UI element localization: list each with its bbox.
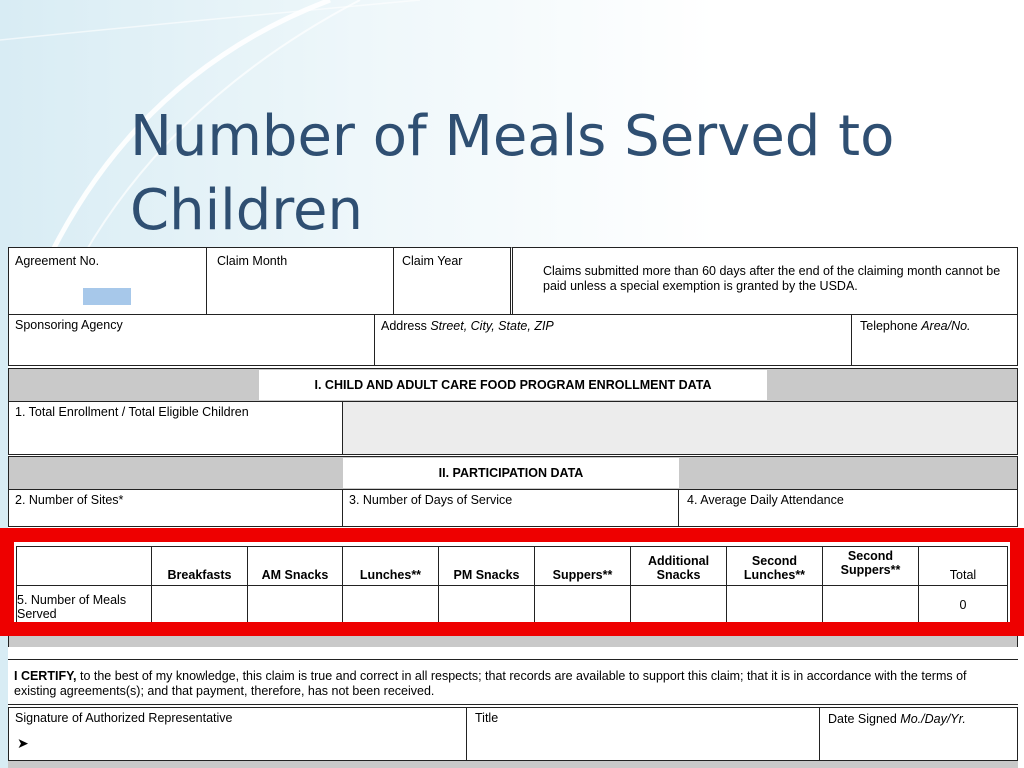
- slide-title: Number of Meals Served to Children: [130, 104, 895, 243]
- title-label: Title: [475, 711, 499, 725]
- col-second-lunches: Second Lunches**: [726, 546, 823, 586]
- section2-title: II. PARTICIPATION DATA: [343, 458, 679, 488]
- address-label: Address Street, City, State, ZIP: [381, 319, 554, 333]
- col-total: Total: [918, 546, 1008, 586]
- claim-year-cell[interactable]: Claim Year: [393, 247, 511, 315]
- address-cell[interactable]: Address Street, City, State, ZIP: [374, 314, 852, 366]
- telephone-label: Telephone Area/No.: [860, 319, 971, 333]
- days-of-service-cell[interactable]: 3. Number of Days of Service: [342, 489, 679, 527]
- date-signed-label: Date Signed Mo./Day/Yr.: [828, 712, 966, 726]
- section2-bar: II. PARTICIPATION DATA: [8, 456, 1018, 490]
- second-lunches-input[interactable]: [726, 585, 823, 625]
- bottom-strip: [8, 761, 1018, 768]
- highlight-box: [0, 528, 1024, 636]
- total-enrollment-cell: 1. Total Enrollment / Total Eligible Chi…: [8, 401, 343, 455]
- average-attendance-cell[interactable]: 4. Average Daily Attendance: [678, 489, 1018, 527]
- section1-title: I. CHILD AND ADULT CARE FOOD PROGRAM ENR…: [259, 370, 767, 400]
- sponsoring-agency-cell[interactable]: Sponsoring Agency: [8, 314, 375, 366]
- col-pm-snacks: PM Snacks: [438, 546, 535, 586]
- breakfasts-input[interactable]: [151, 585, 248, 625]
- col-additional-snacks: Additional Snacks: [630, 546, 727, 586]
- sponsoring-agency-label: Sponsoring Agency: [15, 318, 123, 332]
- total-enrollment-label: 1. Total Enrollment / Total Eligible Chi…: [15, 405, 249, 419]
- number-of-sites-label: 2. Number of Sites*: [15, 493, 124, 507]
- claims-note: Claims submitted more than 60 days after…: [543, 264, 1001, 293]
- signature-label: Signature of Authorized Representative: [15, 711, 233, 725]
- agreement-no-label: Agreement No.: [15, 254, 100, 268]
- days-of-service-label: 3. Number of Days of Service: [349, 493, 513, 507]
- additional-snacks-input[interactable]: [630, 585, 727, 625]
- total-value: 0: [918, 585, 1008, 625]
- claims-note-cell: Claims submitted more than 60 days after…: [510, 247, 1018, 315]
- claim-year-label: Claim Year: [402, 254, 463, 268]
- certify-cell: I CERTIFY, to the best of my knowledge, …: [8, 659, 1018, 705]
- signature-cell[interactable]: Signature of Authorized Representative ➤: [8, 707, 467, 761]
- agreement-no-cell[interactable]: Agreement No.: [8, 247, 207, 315]
- meals-row-label-cell: 5. Number of Meals Served: [16, 585, 152, 625]
- meals-table: Breakfasts AM Snacks Lunches** PM Snacks…: [16, 546, 1008, 626]
- claim-form: Agreement No. Claim Month Claim Year Cla…: [8, 247, 1018, 768]
- claim-month-label: Claim Month: [217, 254, 288, 268]
- agreement-no-field[interactable]: [83, 288, 131, 305]
- section1-bar: I. CHILD AND ADULT CARE FOOD PROGRAM ENR…: [8, 368, 1018, 402]
- title-cell[interactable]: Title: [466, 707, 820, 761]
- number-of-sites-cell[interactable]: 2. Number of Sites*: [8, 489, 343, 527]
- certify-statement: I CERTIFY, to the best of my knowledge, …: [14, 669, 967, 698]
- am-snacks-input[interactable]: [247, 585, 343, 625]
- lunches-input[interactable]: [342, 585, 439, 625]
- total-enrollment-field[interactable]: [342, 401, 1018, 455]
- meals-row-label: 5. Number of Meals Served: [17, 593, 127, 621]
- col-second-suppers: Second Suppers**: [822, 546, 919, 586]
- claim-month-cell[interactable]: Claim Month: [206, 247, 394, 315]
- average-attendance-label: 4. Average Daily Attendance: [687, 493, 844, 507]
- section-divider: [8, 635, 1018, 647]
- telephone-cell[interactable]: Telephone Area/No.: [851, 314, 1018, 366]
- arrow-icon: ➤: [17, 735, 29, 751]
- date-signed-cell[interactable]: Date Signed Mo./Day/Yr.: [819, 707, 1018, 761]
